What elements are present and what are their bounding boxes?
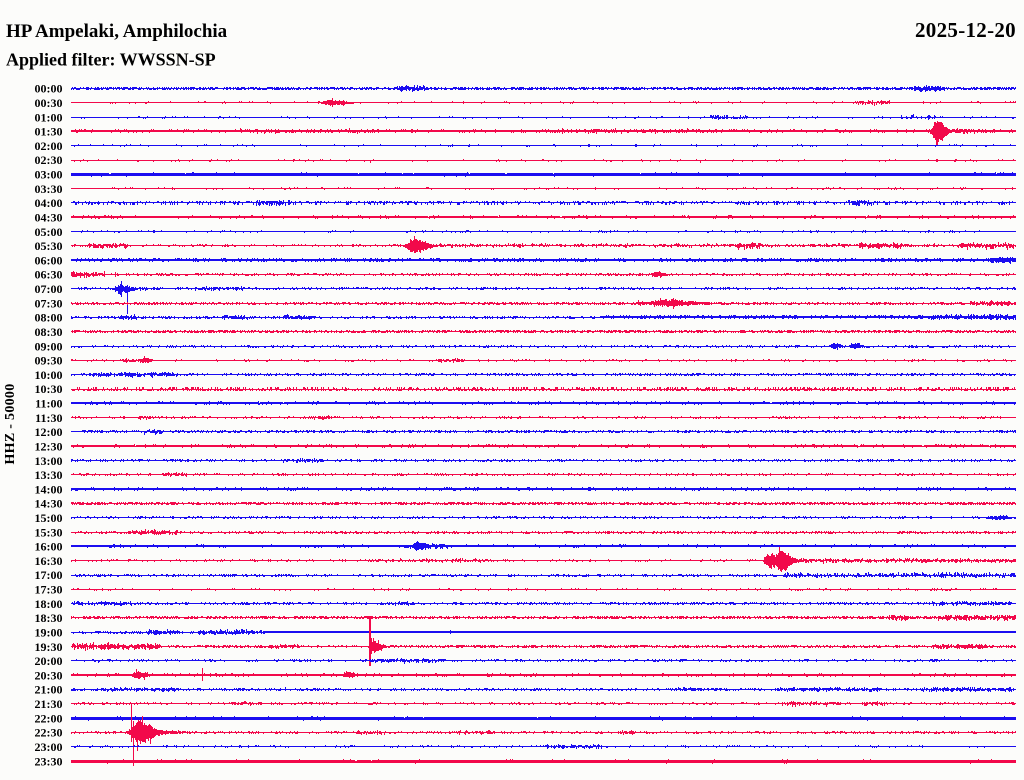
svg-text:02:30: 02:30 (35, 153, 63, 167)
svg-text:06:30: 06:30 (35, 268, 63, 282)
svg-text:08:00: 08:00 (35, 311, 63, 325)
svg-text:07:30: 07:30 (35, 296, 63, 310)
svg-text:2025-12-20: 2025-12-20 (915, 18, 1016, 42)
svg-text:04:30: 04:30 (35, 211, 63, 225)
svg-text:03:00: 03:00 (35, 168, 63, 182)
svg-text:12:00: 12:00 (35, 425, 63, 439)
svg-text:14:30: 14:30 (35, 497, 63, 511)
svg-text:14:00: 14:00 (35, 482, 63, 496)
svg-text:02:00: 02:00 (35, 139, 63, 153)
svg-text:23:00: 23:00 (35, 740, 63, 754)
svg-text:01:30: 01:30 (35, 125, 63, 139)
svg-text:18:00: 18:00 (35, 597, 63, 611)
svg-text:00:30: 00:30 (35, 96, 63, 110)
svg-text:15:30: 15:30 (35, 525, 63, 539)
svg-text:10:00: 10:00 (35, 368, 63, 382)
svg-text:08:30: 08:30 (35, 325, 63, 339)
svg-text:19:30: 19:30 (35, 640, 63, 654)
svg-text:15:00: 15:00 (35, 511, 63, 525)
svg-text:01:00: 01:00 (35, 110, 63, 124)
svg-text:16:00: 16:00 (35, 540, 63, 554)
svg-text:16:30: 16:30 (35, 554, 63, 568)
svg-text:23:30: 23:30 (35, 754, 63, 768)
svg-text:09:00: 09:00 (35, 339, 63, 353)
svg-text:HHZ - 50000: HHZ - 50000 (3, 383, 18, 464)
svg-text:11:00: 11:00 (35, 397, 62, 411)
svg-text:07:00: 07:00 (35, 282, 63, 296)
svg-text:20:00: 20:00 (35, 654, 63, 668)
svg-text:22:30: 22:30 (35, 726, 63, 740)
svg-text:17:00: 17:00 (35, 568, 63, 582)
svg-text:13:00: 13:00 (35, 454, 63, 468)
svg-text:11:30: 11:30 (35, 411, 62, 425)
svg-text:17:30: 17:30 (35, 583, 63, 597)
svg-text:00:00: 00:00 (35, 82, 63, 96)
svg-text:22:00: 22:00 (35, 711, 63, 725)
svg-text:06:00: 06:00 (35, 253, 63, 267)
svg-text:21:30: 21:30 (35, 697, 63, 711)
svg-text:18:30: 18:30 (35, 611, 63, 625)
svg-text:04:00: 04:00 (35, 196, 63, 210)
svg-text:21:00: 21:00 (35, 683, 63, 697)
svg-text:09:30: 09:30 (35, 354, 63, 368)
svg-text:10:30: 10:30 (35, 382, 63, 396)
svg-text:05:00: 05:00 (35, 225, 63, 239)
svg-text:13:30: 13:30 (35, 468, 63, 482)
svg-text:HP Ampelaki, Amphilochia: HP Ampelaki, Amphilochia (6, 21, 228, 42)
svg-text:19:00: 19:00 (35, 626, 63, 640)
svg-text:03:30: 03:30 (35, 182, 63, 196)
svg-text:20:30: 20:30 (35, 668, 63, 682)
svg-text:Applied filter: WWSSN-SP: Applied filter: WWSSN-SP (6, 50, 216, 70)
svg-text:12:30: 12:30 (35, 439, 63, 453)
svg-text:05:30: 05:30 (35, 239, 63, 253)
